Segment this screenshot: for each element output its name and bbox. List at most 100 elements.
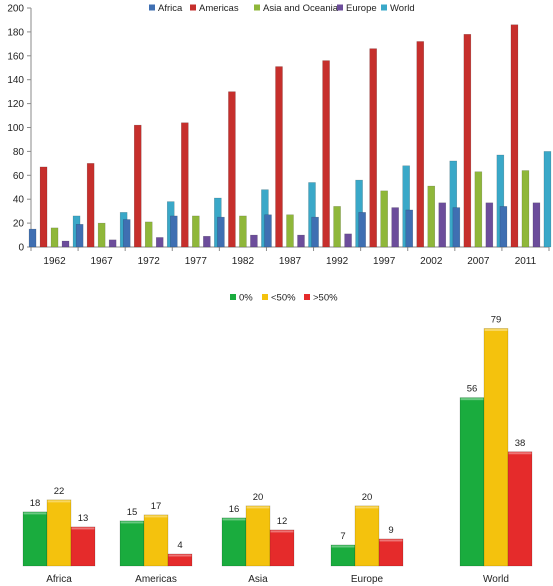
bar-highlight bbox=[355, 506, 379, 509]
bar-highlight bbox=[246, 506, 270, 509]
data-label-gt50pct: 13 bbox=[78, 513, 89, 524]
data-label-0pct: 18 bbox=[30, 498, 41, 509]
x-tick-label: 2002 bbox=[420, 256, 443, 267]
x-tick-label: 1977 bbox=[185, 256, 208, 267]
category-label: Asia bbox=[248, 574, 268, 585]
bar-africa bbox=[28, 228, 37, 248]
bar-europe bbox=[61, 240, 70, 248]
bar-europe bbox=[250, 234, 258, 248]
y-tick-label: 140 bbox=[7, 75, 24, 86]
bar-0pct bbox=[459, 397, 485, 567]
legend-swatch-0pct bbox=[230, 294, 236, 300]
legend-label-americas: Americas bbox=[199, 3, 239, 14]
bar-asia-and-oceania bbox=[286, 214, 294, 248]
bar-americas bbox=[369, 48, 377, 248]
bar-highlight bbox=[222, 518, 246, 521]
legend-swatch-americas bbox=[190, 4, 196, 11]
bar-0pct bbox=[221, 517, 247, 567]
bar-americas bbox=[463, 34, 472, 248]
x-tick-label: 1997 bbox=[373, 256, 396, 267]
data-label-0pct: 56 bbox=[467, 384, 478, 395]
data-label-lt50pct: 79 bbox=[491, 315, 502, 326]
category-label: Americas bbox=[135, 574, 177, 585]
data-label-gt50pct: 9 bbox=[388, 525, 393, 536]
bar-highlight bbox=[270, 530, 294, 533]
y-tick-label: 160 bbox=[7, 51, 24, 62]
y-tick-label: 180 bbox=[7, 27, 24, 38]
bar-0pct bbox=[330, 544, 356, 567]
legend-label-world: World bbox=[390, 3, 415, 14]
y-tick-label: 20 bbox=[13, 219, 25, 230]
bar-0pct bbox=[22, 511, 48, 567]
bar-africa bbox=[170, 215, 178, 248]
bar-americas bbox=[322, 60, 330, 248]
bar-lt50pct bbox=[245, 505, 271, 567]
bar-europe bbox=[155, 237, 164, 248]
legend-label-africa: Africa bbox=[158, 3, 183, 14]
bar-africa bbox=[122, 219, 131, 248]
bar-africa bbox=[264, 214, 272, 248]
category-label: World bbox=[483, 574, 509, 585]
y-tick-label: 40 bbox=[13, 195, 25, 206]
y-tick-label: 100 bbox=[7, 123, 24, 134]
bar-highlight bbox=[71, 527, 95, 530]
bar-highlight bbox=[331, 545, 355, 548]
bottom-bar-chart: 0% <50% >50% 18 22 13 Africa 15 17 4 Americas 16 20 1… bbox=[22, 293, 533, 585]
bar-highlight bbox=[144, 515, 168, 518]
data-label-lt50pct: 20 bbox=[253, 492, 264, 503]
bar-americas bbox=[510, 24, 519, 248]
bar-asia-and-oceania bbox=[333, 206, 341, 248]
bar-europe bbox=[391, 207, 399, 248]
bar-gt50pct bbox=[269, 529, 295, 567]
data-label-lt50pct: 20 bbox=[362, 492, 373, 503]
y-tick-label: 0 bbox=[18, 243, 24, 254]
bar-asia-and-oceania bbox=[521, 170, 530, 248]
bar-africa bbox=[452, 207, 461, 248]
data-label-lt50pct: 17 bbox=[151, 501, 162, 512]
bar-europe bbox=[344, 233, 352, 248]
x-tick-label: 1987 bbox=[279, 256, 302, 267]
x-tick-label: 1992 bbox=[326, 256, 349, 267]
bar-africa bbox=[217, 216, 225, 248]
bar-asia-and-oceania bbox=[427, 185, 436, 248]
x-tick-label: 2007 bbox=[467, 256, 490, 267]
bar-world bbox=[543, 151, 552, 248]
top-bar-chart: 0 20 40 60 80 100 120 140 160 180 200 1962 1967 1972 1… bbox=[7, 3, 552, 267]
bar-asia-and-oceania bbox=[239, 215, 247, 248]
bar-highlight bbox=[379, 539, 403, 542]
y-tick-label: 120 bbox=[7, 99, 24, 110]
bar-0pct bbox=[119, 520, 145, 567]
bar-gt50pct bbox=[378, 538, 404, 567]
category-label: Africa bbox=[46, 574, 72, 585]
bar-africa bbox=[358, 212, 366, 248]
bar-gt50pct bbox=[167, 553, 193, 567]
bar-highlight bbox=[508, 452, 532, 455]
bar-americas bbox=[416, 41, 425, 248]
bar-africa bbox=[311, 216, 319, 248]
data-label-gt50pct: 12 bbox=[277, 516, 288, 527]
bar-asia-and-oceania bbox=[97, 222, 106, 248]
bar-highlight bbox=[168, 554, 192, 557]
bar-europe bbox=[297, 234, 305, 248]
bar-americas bbox=[181, 122, 189, 248]
legend-label-asia-and-oceania: Asia and Oceania bbox=[263, 3, 339, 14]
x-tick-label: 1967 bbox=[91, 256, 114, 267]
legend-label-lt50pct: <50% bbox=[271, 293, 296, 304]
data-label-lt50pct: 22 bbox=[54, 486, 65, 497]
bar-lt50pct bbox=[483, 328, 509, 567]
bar-gt50pct bbox=[70, 526, 96, 567]
data-label-gt50pct: 38 bbox=[515, 438, 526, 449]
y-tick-label: 80 bbox=[13, 147, 25, 158]
bar-americas bbox=[275, 66, 283, 248]
legend-swatch-gt50pct bbox=[304, 294, 310, 300]
data-label-0pct: 16 bbox=[229, 504, 240, 515]
legend-swatch-world bbox=[381, 4, 387, 11]
data-label-0pct: 15 bbox=[127, 507, 138, 518]
y-tick-label: 200 bbox=[7, 4, 24, 15]
bar-americas bbox=[228, 91, 236, 248]
y-tick-label: 60 bbox=[13, 171, 25, 182]
x-tick-label: 1982 bbox=[232, 256, 255, 267]
legend-label-0pct: 0% bbox=[239, 293, 253, 304]
bar-highlight bbox=[484, 329, 508, 331]
